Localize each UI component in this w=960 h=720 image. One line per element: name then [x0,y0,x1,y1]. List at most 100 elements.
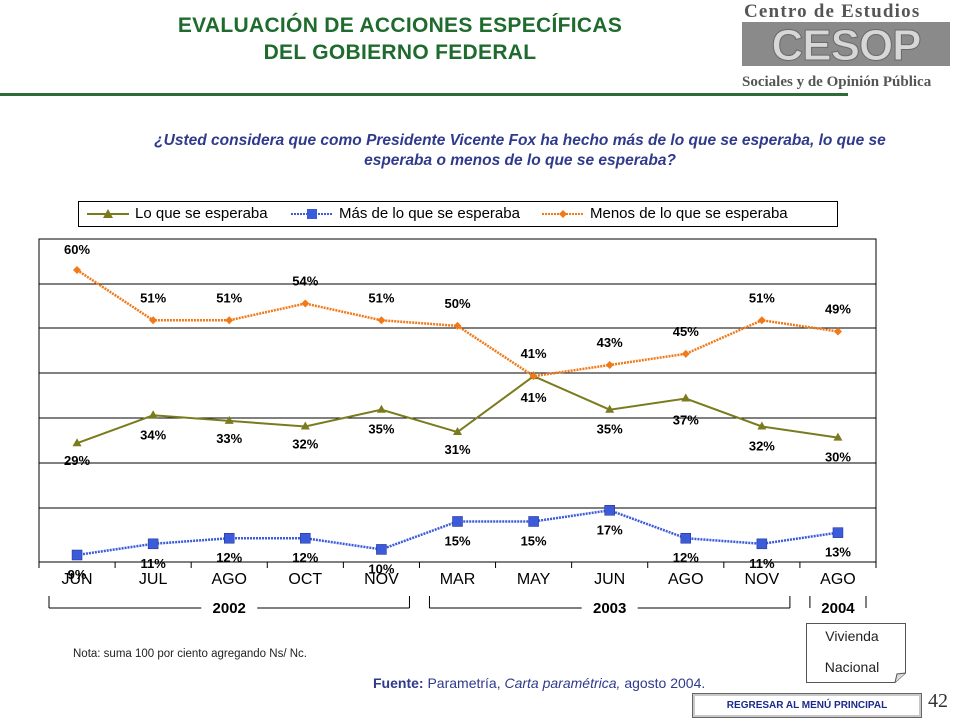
data-label-s0-4: 35% [368,422,394,437]
point-s1-9 [756,538,768,550]
point-s1-7 [604,505,615,516]
data-label-s2-7: 43% [597,335,623,350]
data-label-s2-0: 60% [64,242,90,257]
legend-marker-square [307,209,317,219]
x-tick-label-2: AGO [211,571,247,588]
data-label-s0-5: 31% [444,442,470,457]
point-s2-1 [149,316,158,325]
data-label-s1-7: 17% [597,522,623,537]
data-label-s0-2: 33% [216,431,242,446]
data-label-s2-10: 49% [825,301,851,316]
data-label-s2-5: 50% [444,296,470,311]
data-label-s1-8: 12% [673,550,699,565]
note-line-1: Vivienda [825,628,879,644]
main-menu-button-label: REGRESAR AL MENÚ PRINCIPAL [726,700,888,711]
point-s0-8 [681,393,691,402]
header-divider [0,93,848,96]
survey-question: ¿Usted considera que como Presidente Vic… [110,131,930,171]
point-s2-10 [833,327,842,336]
data-label-s0-7: 35% [597,422,623,437]
x-tick-label-3: OCT [288,571,322,588]
point-s2-5 [453,321,462,330]
source-name: Parametría, [427,675,501,691]
data-label-s2-8: 45% [673,324,699,339]
data-label-s1-9: 11% [749,556,775,571]
data-label-s2-6: 41% [521,346,547,361]
data-label-s2-1: 51% [140,290,166,305]
legend-marker-diamond [559,210,567,218]
logo-top-text: Centro de Estudios [744,1,920,22]
data-label-s1-10: 13% [825,545,851,560]
data-label-s1-0: 9% [68,567,87,582]
data-label-s0-6: 41% [521,390,547,405]
source-publication: Carta paramétrica, [504,675,621,691]
question-line-1: ¿Usted considera que como Presidente Vic… [154,132,886,149]
main-menu-button[interactable]: REGRESAR AL MENÚ PRINCIPAL [692,693,922,718]
data-label-s2-9: 51% [749,290,775,305]
data-label-s0-9: 32% [749,438,775,453]
year-label-0: 2002 [213,600,246,617]
data-label-s1-3: 12% [292,550,318,565]
point-s2-4 [377,316,386,325]
legend-marker-triangle [103,209,113,218]
point-s0-3 [300,421,310,430]
point-s1-6 [528,516,539,527]
legend-label-mas: Más de lo que se esperaba [339,205,520,222]
point-s2-9 [757,316,766,325]
note-frame [806,623,906,683]
data-label-s0-1: 34% [140,427,166,442]
point-s2-0 [73,266,82,274]
point-s1-3 [300,532,311,544]
point-s2-8 [681,349,690,358]
page-title: EVALUACIÓN DE ACCIONES ESPECÍFICAS DEL G… [100,12,700,66]
plot-area [38,238,877,563]
source-line: Fuente: Parametría, Carta paramétrica, a… [373,675,705,691]
data-label-s1-5: 15% [444,533,470,548]
point-s1-2 [223,532,235,544]
question-line-2: esperaba o menos de lo que se esperaba? [364,152,676,169]
x-tick-label-4: NOV [364,571,399,588]
footnote: Nota: suma 100 por ciento agregando Ns/ … [73,648,307,660]
point-s0-9 [757,421,767,430]
x-tick-label-0: JUN [61,571,92,588]
data-label-s1-1: 11% [140,556,166,571]
page-number: 42 [928,690,948,712]
legend-label-menos: Menos de lo que se esperaba [590,205,788,222]
title-line-1: EVALUACIÓN DE ACCIONES ESPECÍFICAS [177,14,623,37]
logo-mark-text: CESOP [771,21,920,70]
data-label-s1-6: 15% [521,533,547,548]
logo-band [742,22,950,66]
point-s2-7 [605,361,614,369]
data-label-s0-3: 32% [292,436,318,451]
line-chart: JUN JUL AGO OCT NOV MAR MAY JUN AGO NOV AGO 29% 34% 3… [38,238,877,617]
data-label-s0-0: 29% [64,453,90,468]
point-s0-2 [224,415,234,424]
data-label-s1-4: 10% [368,561,394,576]
point-s2-2 [225,316,234,325]
point-s1-10 [832,527,844,538]
point-s2-6 [529,372,538,381]
point-s2-3 [301,299,310,308]
point-s1-4 [376,544,387,555]
data-label-s2-3: 54% [292,274,318,289]
x-tick-label-5: MAR [440,571,476,588]
data-label-s2-2: 51% [216,290,242,305]
point-s0-10 [833,432,843,441]
x-tick-label-8: AGO [668,571,704,588]
point-s0-0 [72,438,82,447]
sample-note: Vivienda Nacional [806,623,911,683]
chart-legend: Lo que se esperaba Más de lo que se espe… [78,201,838,227]
legend-label-lo-que: Lo que se esperaba [135,205,268,222]
cesop-logo: Centro de Estudios CESOP Sociales y de O… [742,1,950,90]
data-label-s2-4: 51% [368,290,394,305]
point-s1-8 [680,532,692,544]
x-tick-label-6: MAY [517,571,551,588]
data-label-s0-8: 37% [673,413,699,428]
legend-swatches [87,209,584,219]
year-label-2: 2004 [821,600,855,617]
point-s1-0 [71,549,83,561]
year-label-1: 2003 [593,600,626,617]
note-line-2: Nacional [824,659,880,675]
data-label-s1-2: 12% [216,550,242,565]
source-label: Fuente: [373,675,424,691]
